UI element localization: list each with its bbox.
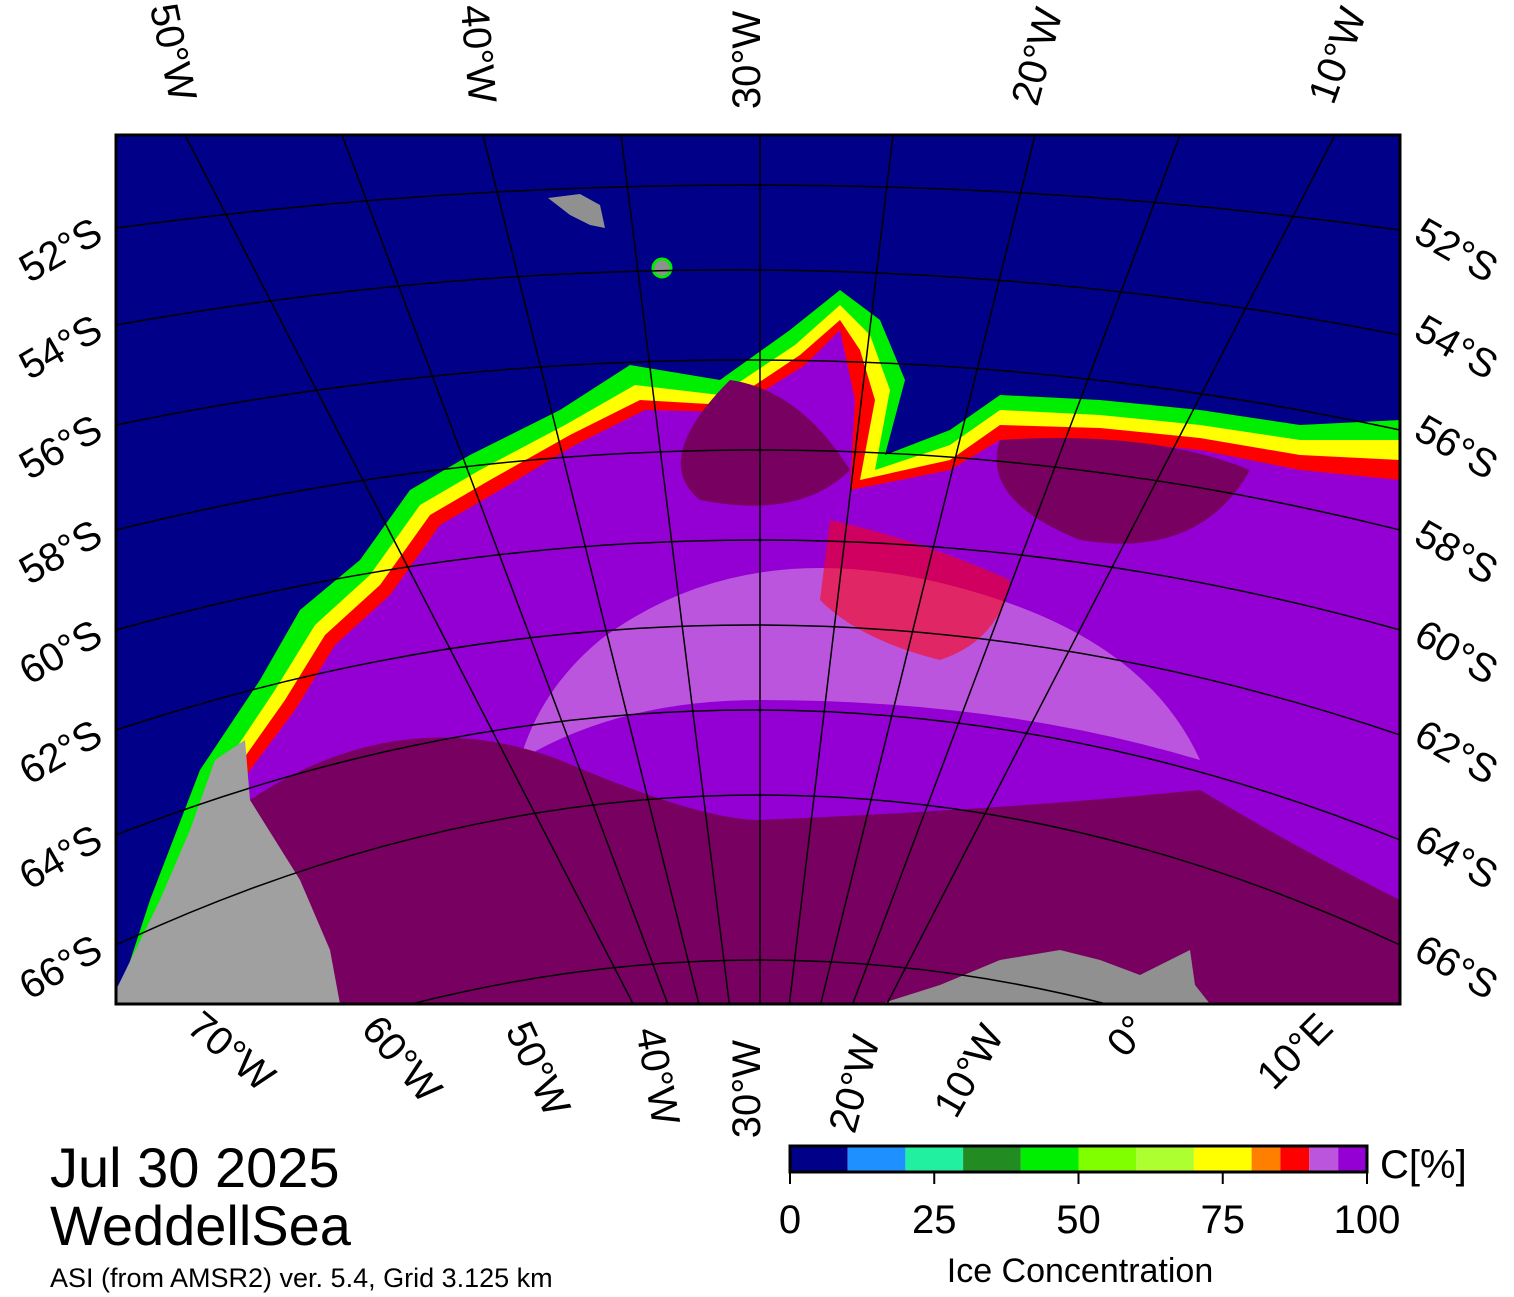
land	[116, 740, 340, 1004]
graticule-label: 50°W	[141, 0, 205, 105]
colorbar-segment	[1136, 1146, 1194, 1172]
colorbar-segment	[1338, 1146, 1367, 1172]
colorbar-tick-label: 50	[1056, 1198, 1101, 1242]
colorbar-tick-label: 75	[1201, 1198, 1246, 1242]
graticule-label: 20°W	[821, 1031, 889, 1138]
latitude-line	[116, 794, 1400, 946]
source: ASI (from AMSR2) ver. 5.4, Grid 3.125 km	[50, 1263, 553, 1293]
colorbar-tick-label: 100	[1334, 1198, 1401, 1242]
graticule-label: 58°S	[1408, 512, 1505, 594]
graticule-label: 10°E	[1249, 1005, 1342, 1098]
graticule-label: 70°W	[179, 1003, 283, 1100]
graticule-label: 10°W	[1300, 2, 1375, 110]
colorbar-segment	[1078, 1146, 1137, 1172]
colorbar-segment	[1251, 1146, 1281, 1172]
graticule-label: 64°S	[1408, 817, 1505, 899]
graticule-label: 60°S	[12, 612, 109, 694]
latitude-line	[116, 359, 1400, 431]
island	[651, 257, 673, 279]
graticule-label: 10°W	[926, 1017, 1013, 1124]
latitude-line	[116, 449, 1400, 531]
graticule-label: 58°S	[12, 512, 109, 594]
date: Jul 30 2025	[50, 1136, 340, 1199]
colorbar-segment	[905, 1146, 964, 1172]
graticule-label: 30°W	[725, 11, 769, 109]
graticule-label: 30°W	[725, 1040, 769, 1138]
meridian-line	[886, 135, 1336, 1004]
meridian-line	[851, 135, 1181, 1004]
sea-ice	[820, 520, 1010, 660]
meridian-line	[341, 135, 669, 1004]
graticule-label: 40°W	[627, 1024, 687, 1129]
meridian-line	[788, 135, 894, 1004]
graticule-label: 66°S	[12, 927, 109, 1009]
meridian-line	[819, 135, 1036, 1004]
colorbar-segment	[1280, 1146, 1310, 1172]
graticule-label: 60°S	[1408, 612, 1505, 694]
colorbar: 0 25 50 75 100	[779, 1144, 1401, 1242]
colorbar-segment	[847, 1146, 906, 1172]
latitude-line	[116, 269, 1400, 336]
graticule	[116, 135, 1400, 1004]
colorbar-tick-label: 0	[779, 1198, 801, 1242]
land	[880, 950, 1210, 1004]
colorbar-segment	[1309, 1146, 1339, 1172]
graticule-label: 62°S	[1408, 712, 1505, 794]
sea-ice	[996, 438, 1250, 544]
colorbar-segment	[963, 1146, 1021, 1172]
meridian-line	[184, 135, 634, 1004]
graticule-label: 56°S	[1408, 407, 1505, 489]
map-frame	[114, 133, 1402, 1006]
graticule-label: 52°S	[12, 210, 109, 292]
graticule-label: 54°S	[12, 307, 109, 389]
latitude-line	[116, 184, 1400, 231]
sea-ice	[250, 737, 1400, 1004]
island	[548, 194, 605, 228]
graticule-label: 0°	[1099, 1008, 1157, 1066]
graticule-label: 40°W	[452, 3, 504, 105]
colorbar-segment	[1193, 1146, 1252, 1172]
graticule-label: 56°S	[12, 407, 109, 489]
graticule-label: 66°S	[1408, 927, 1505, 1009]
colorbar-tick-label: 25	[912, 1198, 957, 1242]
graticule-label: 52°S	[1408, 210, 1505, 292]
colorbar-label: Ice Concentration	[947, 1252, 1214, 1290]
meridian-line	[620, 135, 731, 1004]
graticule-label: 60°W	[353, 1008, 450, 1112]
graticule-label: 62°S	[12, 712, 109, 794]
latitude-line	[116, 709, 1400, 841]
latitude-line	[116, 539, 1400, 631]
latitude-line	[408, 959, 1110, 1004]
colorbar-unit: C[%]	[1380, 1143, 1467, 1187]
graticule-label: 50°W	[497, 1015, 579, 1123]
colorbar-segment	[1020, 1146, 1079, 1172]
colorbar-segment	[790, 1146, 848, 1172]
map-area	[116, 135, 1400, 1004]
region: WeddellSea	[50, 1194, 352, 1257]
graticule-label: 54°S	[1408, 307, 1505, 389]
graticule-label: 64°S	[12, 817, 109, 899]
meridian-line	[482, 135, 700, 1004]
graticule-label: 20°W	[1003, 3, 1071, 110]
sea-ice	[520, 568, 1200, 760]
sea-ice	[680, 380, 850, 506]
latitude-line	[116, 624, 1400, 736]
